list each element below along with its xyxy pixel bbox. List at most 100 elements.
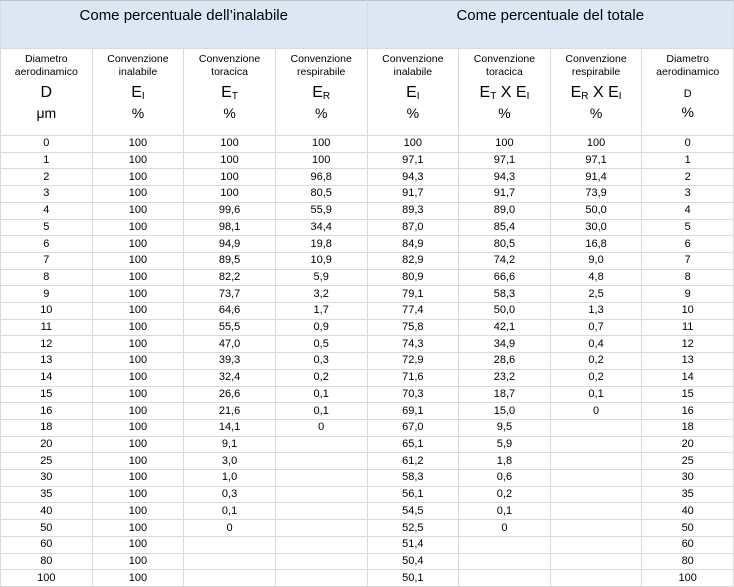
column-symbol: ET X EI — [479, 84, 530, 102]
table-cell: 0,2 — [549, 352, 643, 370]
column-header-6: Convenzione respirabile ER X EI% — [549, 48, 643, 136]
table-cell: 0 — [0, 135, 93, 153]
table-cell — [458, 535, 551, 554]
table-cell: 89,3 — [366, 201, 460, 220]
table-cell: 67,0 — [366, 418, 460, 437]
table-cell: 34,9 — [458, 335, 551, 354]
table-cell: 5 — [641, 218, 734, 237]
table-cell: 2 — [0, 168, 93, 187]
table-cell: 9,5 — [458, 418, 551, 437]
table-cell: 100 — [274, 151, 368, 170]
table-cell: 0,2 — [458, 485, 551, 504]
table-cell: 97,1 — [458, 151, 551, 170]
table-cell: 91,7 — [458, 185, 551, 203]
table-cell: 16 — [641, 402, 734, 420]
table-cell: 7 — [0, 251, 93, 270]
table-cell: 10,9 — [274, 251, 368, 270]
table-cell: 100 — [366, 135, 460, 153]
table-cell: 91,4 — [549, 168, 643, 187]
table-cell: 60 — [641, 535, 734, 554]
table-cell: 87,0 — [366, 218, 460, 237]
column-header-3: Convenzione respirabile ER% — [274, 48, 368, 136]
table-cell: 0,9 — [274, 318, 368, 337]
column-header-2: Convenzione toracica ET% — [183, 48, 276, 136]
column-unit: % — [406, 105, 420, 121]
column-unit: % — [589, 105, 603, 121]
table-cell: 9 — [0, 285, 93, 304]
table-row: 20 100 9,1 65,1 5,9 20 — [0, 435, 734, 454]
table-cell — [274, 552, 368, 571]
table-cell — [274, 519, 368, 537]
table-cell — [549, 418, 643, 437]
table-row: 35 100 0,3 56,1 0,2 35 — [0, 485, 734, 504]
table-row: 13 100 39,3 0,3 72,9 28,6 0,2 13 — [0, 352, 734, 370]
table-cell: 0,5 — [274, 335, 368, 354]
column-name: Convenzione respirabile — [290, 53, 352, 79]
table-cell: 5 — [0, 218, 93, 237]
table-cell: 56,1 — [366, 485, 460, 504]
table-cell: 0,1 — [183, 502, 276, 521]
table-cell: 9,0 — [549, 251, 643, 270]
table-cell: 60 — [0, 535, 93, 554]
column-symbol: ER — [312, 84, 331, 102]
table-cell: 0,6 — [458, 469, 551, 487]
section-header-inalabile: Come percentuale dell’inalabile — [0, 0, 368, 49]
table-cell — [274, 435, 368, 454]
table-cell: 15,0 — [458, 402, 551, 420]
table-cell: 0 — [274, 418, 368, 437]
table-cell: 0,4 — [549, 335, 643, 354]
table-cell — [274, 569, 368, 587]
table-cell: 30 — [641, 469, 734, 487]
table-cell: 25 — [0, 452, 93, 471]
table-cell: 80,5 — [274, 185, 368, 203]
table-cell: 42,1 — [458, 318, 551, 337]
column-name: Diametro aerodinamico — [14, 53, 78, 79]
table-cell: 50,4 — [366, 552, 460, 571]
section-header-totale: Come percentuale del totale — [366, 0, 734, 49]
table-cell: 84,9 — [366, 235, 460, 253]
table-cell: 4 — [0, 201, 93, 220]
table-cell: 50,1 — [366, 569, 460, 587]
table-row: 14 100 32,4 0,2 71,6 23,2 0,2 14 — [0, 368, 734, 387]
table-cell: 100 — [91, 552, 185, 571]
table-row: 9 100 73,7 3,2 79,1 58,3 2,5 9 — [0, 285, 734, 304]
table-cell: 100 — [91, 452, 185, 471]
table-cell: 75,8 — [366, 318, 460, 337]
table-cell: 0,1 — [274, 402, 368, 420]
table-cell: 2,5 — [549, 285, 643, 304]
table-cell — [549, 452, 643, 471]
table-cell: 100 — [274, 135, 368, 153]
table-row: 8 100 82,2 5,9 80,9 66,6 4,8 8 — [0, 268, 734, 287]
table-cell: 74,3 — [366, 335, 460, 354]
table-cell: 1,3 — [549, 302, 643, 320]
table-cell — [458, 569, 551, 587]
column-name: Convenzione inalabile — [382, 53, 444, 79]
table-cell — [458, 552, 551, 571]
table-cell: 55,5 — [183, 318, 276, 337]
table-cell: 3 — [0, 185, 93, 203]
table-cell: 0 — [458, 519, 551, 537]
table-cell: 50,0 — [458, 302, 551, 320]
table-row: 100 100 50,1 100 — [0, 569, 734, 587]
table-cell: 100 — [91, 469, 185, 487]
table-cell: 50 — [0, 519, 93, 537]
table-cell — [183, 569, 276, 587]
table-cell: 1 — [0, 151, 93, 170]
table-cell: 80,5 — [458, 235, 551, 253]
column-symbol: D — [40, 84, 53, 101]
table-cell: 100 — [91, 185, 185, 203]
table-cell — [549, 485, 643, 504]
table-cell: 71,6 — [366, 368, 460, 387]
table-cell: 96,8 — [274, 168, 368, 187]
column-symbol: ER X EI — [570, 84, 622, 102]
table-row: 50 100 0 52,5 0 50 — [0, 519, 734, 537]
column-unit: % — [681, 104, 694, 120]
table-cell: 34,4 — [274, 218, 368, 237]
table-cell: 30,0 — [549, 218, 643, 237]
table-cell: 12 — [641, 335, 734, 354]
table-cell: 20 — [0, 435, 93, 454]
table-cell: 25 — [641, 452, 734, 471]
